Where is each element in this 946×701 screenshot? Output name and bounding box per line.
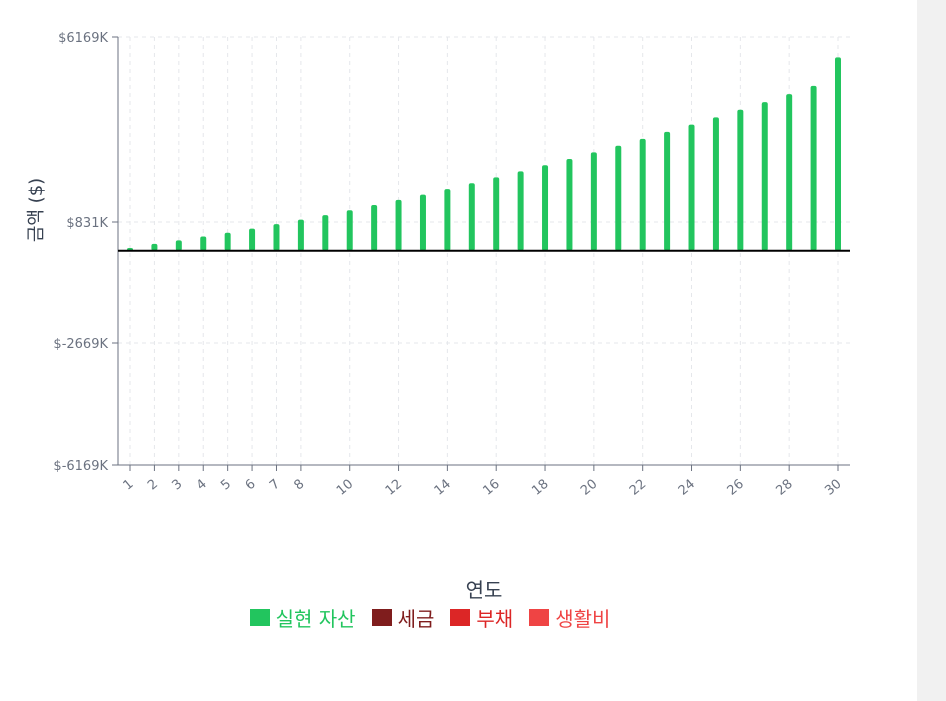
bar (322, 215, 329, 251)
x-tick-label: 5 (218, 477, 234, 494)
bar (737, 109, 744, 251)
x-tick-label: 14 (432, 477, 454, 499)
bar (517, 171, 524, 251)
legend-item[interactable]: 부채 (450, 603, 513, 632)
bar (786, 94, 793, 251)
bar (712, 117, 719, 251)
x-tick-label: 12 (383, 477, 405, 499)
x-tick-label: 24 (676, 477, 698, 499)
x-tick-label: 10 (334, 477, 356, 499)
bars (127, 57, 841, 251)
bar (810, 85, 817, 251)
x-tick-label: 28 (773, 477, 795, 499)
scrollbar-track[interactable] (917, 0, 946, 701)
legend-item[interactable]: 실현 자산 (249, 603, 356, 632)
bar (346, 210, 353, 251)
bar (688, 124, 695, 251)
x-tick-label: 20 (578, 477, 600, 499)
bar (542, 165, 549, 251)
bar (151, 243, 158, 251)
bar (273, 224, 280, 251)
x-tick-label: 7 (267, 477, 283, 494)
x-tick-label: 6 (243, 477, 259, 494)
legend-swatch (371, 609, 392, 626)
y-tick-label: $-6169K (53, 459, 108, 474)
legend-item[interactable]: 생활비 (529, 603, 610, 632)
bar (493, 177, 500, 251)
legend-label: 실현 자산 (275, 607, 356, 631)
x-tick-label: 4 (194, 477, 210, 494)
bar (200, 236, 207, 251)
bar (249, 228, 256, 251)
x-axis-title: 연도 (466, 578, 503, 602)
bar (664, 131, 671, 251)
bar (639, 138, 646, 251)
x-tick-label: 2 (145, 477, 161, 494)
y-tick-label: $831K (66, 216, 108, 231)
axes (112, 36, 850, 471)
legend-swatch (249, 609, 270, 626)
x-tick-label: 30 (822, 477, 844, 499)
bar (371, 205, 378, 251)
y-tick-label: $6169K (58, 31, 108, 46)
legend-swatch (450, 609, 471, 626)
x-tick-label: 16 (480, 477, 502, 499)
x-ticks: 1 2 3 4 5 6 7 8 10 12 14 16 18 20 22 24 26 28 30 (121, 477, 845, 499)
bar (566, 158, 573, 251)
bar (297, 219, 304, 251)
y-ticks: $6169K $831K $-2669K $-6169K (53, 31, 108, 474)
legend-swatch (529, 609, 550, 626)
x-tick-label: 3 (169, 477, 185, 494)
bar (615, 145, 622, 251)
legend-item[interactable]: 세금 (371, 603, 435, 632)
bar (468, 183, 475, 251)
x-tick-label: 26 (725, 477, 747, 499)
y-axis-title: 금액 ($) (26, 178, 47, 242)
bar (761, 102, 768, 251)
legend-label: 부채 (476, 607, 514, 631)
bar (395, 199, 402, 251)
x-tick-label: 8 (291, 477, 307, 494)
x-tick-label: 22 (627, 477, 649, 499)
x-tick-label: 1 (121, 477, 137, 494)
bar (419, 194, 426, 251)
bar (835, 57, 841, 251)
legend-label: 세금 (397, 607, 435, 631)
legend: 실현 자산 세금 부채 생활비 (0, 603, 860, 632)
bar (175, 240, 182, 251)
y-tick-label: $-2669K (53, 337, 108, 352)
bar (224, 232, 231, 251)
bar (590, 152, 597, 251)
x-tick-label: 18 (529, 477, 551, 499)
legend-label: 생활비 (555, 607, 611, 631)
bar (444, 189, 451, 251)
